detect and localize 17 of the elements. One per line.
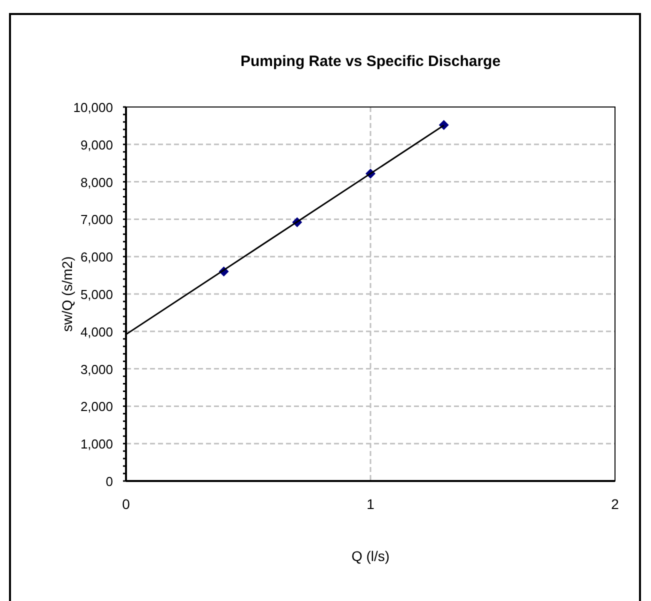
x-tick-label: 2	[611, 496, 620, 512]
x-tick-label: 1	[366, 496, 375, 512]
y-tick-label: 7,000	[80, 212, 113, 228]
y-tick-label: 1,000	[80, 436, 113, 452]
y-tick-label: 5,000	[80, 287, 113, 302]
y-tick-label: 6,000	[80, 250, 113, 265]
y-tick-label: 10,000	[73, 100, 113, 115]
y-tick-label: 2,000	[80, 399, 113, 414]
x-tick-label: 0	[122, 496, 130, 512]
y-tick-label: 8,000	[80, 174, 113, 190]
chart-title: Pumping Rate vs Specific Discharge	[240, 53, 501, 70]
y-tick-label: 9,000	[80, 137, 113, 152]
y-tick-label: 3,000	[80, 362, 113, 377]
y-tick-label: 4,000	[80, 324, 113, 340]
x-axis-title: Q (l/s)	[351, 548, 390, 564]
y-axis-title: sw/Q (s/m2)	[59, 256, 75, 332]
y-tick-label: 0	[106, 474, 113, 489]
